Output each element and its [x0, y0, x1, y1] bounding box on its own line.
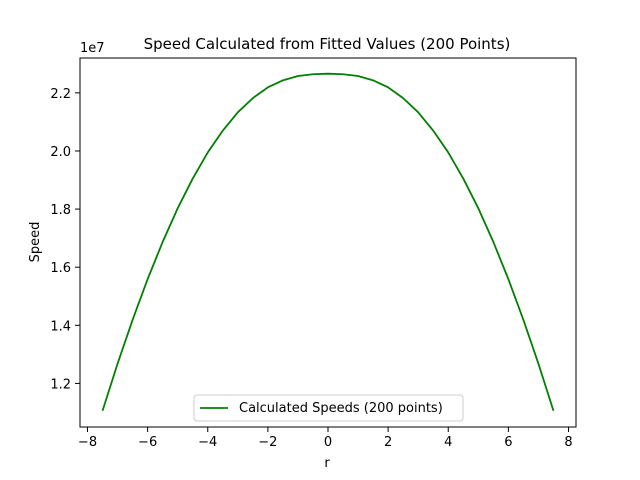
x-axis-ticks: −8 −6 −4 −2 0 2 4 6 8 [78, 427, 573, 450]
legend: Calculated Speeds (200 points) [193, 394, 464, 422]
x-tick-label: −4 [198, 435, 217, 450]
plot-frame [79, 57, 577, 428]
y-tick-label: 1.6 [50, 261, 71, 276]
y-tick-label: 2.0 [50, 145, 71, 160]
legend-entry: Calculated Speeds (200 points) [239, 401, 443, 416]
x-tick-label: 2 [384, 435, 392, 450]
x-tick-label: 4 [444, 435, 452, 450]
legend-box [193, 394, 464, 422]
y-tick-label: 1.8 [50, 203, 71, 218]
y-offset-label: 1e7 [80, 41, 105, 56]
plot-series [101, 72, 555, 412]
y-axis-ticks: 1.2 1.4 1.6 1.8 2.0 2.2 [50, 87, 80, 392]
x-tick-label: −6 [138, 435, 157, 450]
x-tick-label: −2 [258, 435, 277, 450]
x-axis-label: r [324, 456, 330, 471]
x-tick-label: 0 [324, 435, 332, 450]
y-tick-label: 2.2 [50, 87, 71, 102]
x-tick-label: 8 [564, 435, 572, 450]
y-axis-label: Speed [28, 222, 43, 263]
y-tick-label: 1.4 [50, 319, 71, 334]
chart-title: Speed Calculated from Fitted Values (200… [144, 35, 511, 53]
x-tick-label: 6 [504, 435, 512, 450]
series-line [101, 72, 555, 412]
y-tick-label: 1.2 [50, 377, 71, 392]
x-tick-label: −8 [78, 435, 97, 450]
